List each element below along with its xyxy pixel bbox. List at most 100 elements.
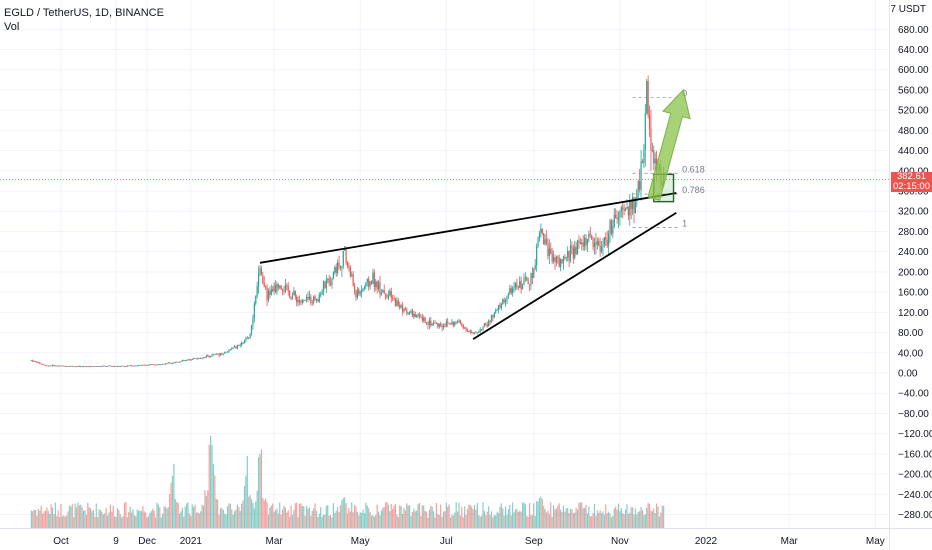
down-candle [466,330,469,332]
volume-bar [627,514,629,528]
down-candle [545,239,548,244]
volume-bar [365,502,367,528]
price-tick-label: −120.00 [898,429,932,440]
volume-bar [273,511,275,528]
up-candle [129,365,131,367]
down-candle [385,293,387,297]
up-candle [197,358,199,359]
up-candle [255,295,257,304]
down-candle [81,366,83,368]
volume-bar [341,500,343,528]
down-candle [437,323,439,327]
volume-bar [231,509,233,528]
volume-bar [651,511,653,528]
volume-bar [33,509,35,528]
volume-bar [289,516,291,528]
down-candle [599,245,601,252]
down-candle [615,214,617,218]
volume-bar [521,502,524,528]
volume-bar [394,504,397,528]
volume-bar [159,507,161,528]
volume-bar [560,509,562,528]
down-candle [208,355,210,358]
volume-bar [106,515,109,528]
up-candle [102,365,104,367]
up-candle [205,355,207,358]
volume-bar [543,505,545,528]
down-candle [647,81,649,116]
down-candle [630,200,632,210]
volume-bar [531,514,534,528]
time-tick-label: Nov [611,536,629,547]
volume-bar [181,507,183,528]
up-candle [629,200,631,216]
currency-label[interactable]: 7 USDT [890,4,926,15]
up-candle [236,344,239,349]
down-candle [349,267,351,276]
volume-bar [572,512,574,528]
up-candle [166,363,168,365]
up-candle [555,256,557,263]
up-candle [245,339,247,341]
volume-bar [602,511,604,528]
down-candle [300,302,302,303]
down-candle [404,308,406,311]
volume-bar [64,516,66,528]
up-candle [626,206,628,208]
volume-bar [77,502,79,528]
down-candle [73,366,75,368]
down-candle [217,353,219,355]
up-candle [536,246,538,266]
volume-bar [523,502,525,528]
up-candle [193,358,195,360]
down-candle [598,240,600,246]
down-candle [475,332,477,334]
down-candle [390,290,392,298]
up-candle [483,323,486,327]
up-candle [181,360,183,362]
up-candle [438,323,440,327]
volume-bar [640,507,642,528]
volume-bar [138,510,140,528]
volume-bar [331,517,333,528]
up-candle [565,257,567,259]
volume-bar [413,508,415,528]
volume-bar [260,449,263,528]
down-candle [554,257,556,263]
up-candle [202,357,205,359]
up-candle [33,361,35,362]
up-candle [372,272,374,284]
volume-bar [352,512,354,528]
volume-indicator-label[interactable]: Vol [4,21,20,33]
volume-bar [92,510,95,528]
up-candle [502,299,504,304]
up-candle [157,364,159,366]
down-candle [411,310,414,317]
up-candle [98,366,100,367]
down-candle [221,353,223,355]
volume-bar [386,501,388,528]
down-candle [105,366,107,367]
down-candle [394,298,397,307]
up-candle [479,329,481,332]
down-candle [468,330,470,332]
volume-bar [661,505,663,528]
volume-bar [129,506,131,528]
volume-bar [248,496,250,528]
volume-bar [30,510,32,528]
volume-bar [173,463,175,528]
volume-bar [123,502,126,528]
volume-bar [174,499,176,528]
down-candle [94,366,96,368]
up-candle [548,248,550,257]
up-candle [523,279,525,285]
down-candle [528,283,531,285]
down-candle [289,290,291,298]
volume-bar [641,510,644,528]
down-candle [277,284,279,288]
up-candle [643,149,645,163]
up-candle [544,239,546,245]
symbol-label[interactable]: EGLD / TetherUS, 1D, BINANCE [4,7,164,19]
volume-bar [313,508,315,528]
